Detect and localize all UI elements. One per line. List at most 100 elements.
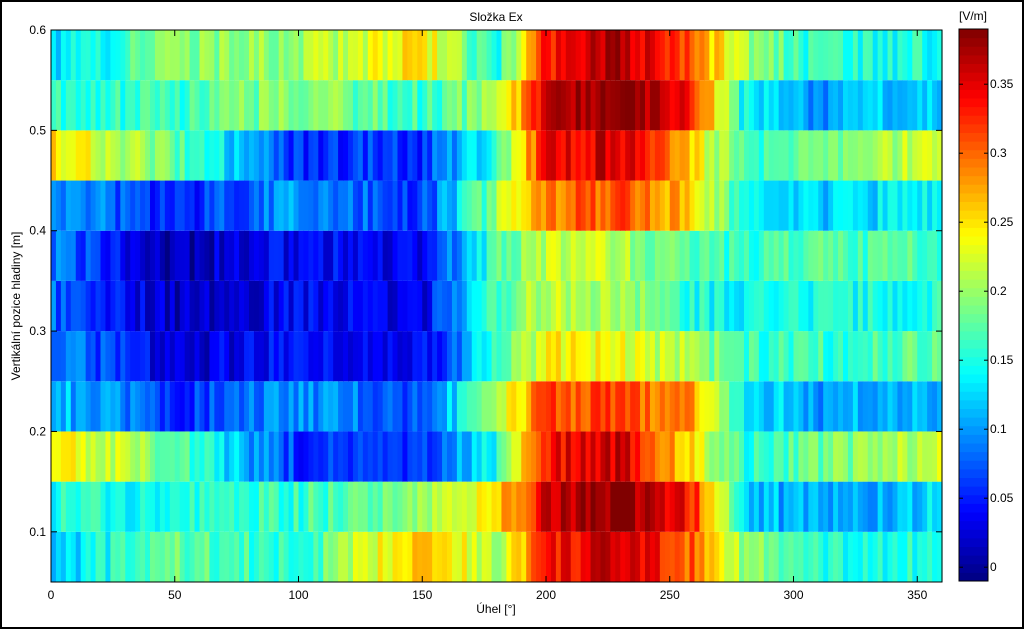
heatmap-cell — [922, 130, 928, 181]
heatmap-cell — [793, 531, 800, 582]
heatmap-cell — [664, 230, 671, 281]
heatmap-cell — [649, 531, 656, 582]
heatmap-cell — [476, 431, 483, 482]
heatmap-cell — [491, 531, 498, 582]
heatmap-cell — [407, 280, 413, 332]
heatmap-cell — [249, 80, 255, 131]
heatmap-cell — [699, 431, 705, 482]
heatmap-cell — [932, 80, 938, 131]
heatmap-cell — [610, 280, 616, 332]
heatmap-cell — [823, 180, 829, 231]
heatmap-cell — [818, 130, 824, 181]
heatmap-cell — [85, 381, 92, 432]
heatmap-cell — [417, 531, 423, 582]
heatmap-cell — [382, 230, 389, 281]
heatmap-cell — [783, 531, 790, 582]
heatmap-cell — [892, 130, 899, 181]
heatmap-cell — [288, 180, 295, 231]
heatmap-cell — [293, 80, 300, 131]
heatmap-cell — [145, 280, 151, 332]
heatmap-cell — [338, 80, 344, 131]
heatmap-cell — [699, 531, 705, 582]
heatmap-cell — [55, 80, 62, 131]
heatmap-cell — [95, 30, 102, 81]
heatmap-cell — [154, 431, 161, 482]
heatmap-cell — [753, 80, 760, 131]
heatmap-cell — [536, 531, 542, 582]
heatmap-cell — [649, 331, 656, 382]
heatmap-cell — [704, 180, 710, 231]
heatmap-cell — [343, 431, 349, 482]
heatmap-cell — [630, 331, 636, 382]
heatmap-cell — [95, 481, 102, 532]
heatmap-cell — [813, 280, 819, 332]
heatmap-cell — [402, 381, 408, 432]
heatmap-cell — [565, 130, 572, 181]
heatmap-cell — [387, 481, 394, 532]
heatmap-cell — [709, 280, 715, 332]
heatmap-cell — [724, 431, 730, 482]
heatmap-cell — [437, 481, 443, 532]
heatmap-cell — [793, 130, 800, 181]
heatmap-cell — [813, 431, 819, 482]
heatmap-cell — [570, 230, 577, 281]
heatmap-cell — [352, 180, 359, 231]
heatmap-cell — [471, 30, 478, 81]
heatmap-cell — [105, 531, 111, 582]
heatmap-cell — [674, 130, 681, 181]
heatmap-cell — [669, 280, 676, 332]
heatmap-cell — [669, 381, 676, 432]
heatmap-cell — [803, 280, 809, 332]
heatmap-cell — [412, 381, 418, 432]
heatmap-cell — [843, 381, 849, 432]
colorbar-segment — [959, 115, 988, 125]
heatmap-cell — [828, 531, 834, 582]
heatmap-cell — [753, 180, 760, 231]
heatmap-cell — [179, 381, 186, 432]
colorbar-segment — [959, 417, 988, 427]
heatmap-cell — [773, 331, 780, 382]
heatmap-cell — [249, 180, 255, 231]
heatmap-cell — [852, 381, 859, 432]
colorbar-segment — [959, 391, 988, 401]
heatmap-cell — [521, 30, 527, 81]
heatmap-cell — [169, 331, 176, 382]
heatmap-cell — [823, 431, 829, 482]
heatmap-cell — [95, 280, 102, 332]
heatmap-cell — [922, 431, 928, 482]
heatmap-cell — [704, 531, 710, 582]
heatmap-cell — [367, 431, 374, 482]
heatmap-cell — [729, 80, 735, 131]
heatmap-cell — [912, 180, 918, 231]
heatmap-cell — [456, 80, 463, 131]
heatmap-cell — [907, 180, 913, 231]
heatmap-cell — [620, 431, 626, 482]
heatmap-cell — [417, 30, 423, 81]
heatmap-cell — [194, 431, 201, 482]
heatmap-cell — [199, 481, 206, 532]
heatmap-cell — [654, 280, 661, 332]
heatmap-cell — [105, 431, 111, 482]
heatmap-cell — [333, 30, 339, 81]
heatmap-cell — [85, 331, 92, 382]
colorbar-segment — [959, 210, 988, 220]
heatmap-cell — [808, 130, 814, 181]
heatmap-cell — [253, 180, 260, 231]
heatmap-cell — [803, 431, 809, 482]
heatmap-cell — [536, 331, 542, 382]
heatmap-cell — [328, 30, 334, 81]
heatmap-cell — [140, 280, 146, 332]
heatmap-cell — [120, 180, 126, 231]
heatmap-cell — [659, 130, 666, 181]
heatmap-cell — [432, 431, 438, 482]
heatmap-cell — [605, 331, 611, 382]
heatmap-cell — [526, 481, 532, 532]
heatmap-cell — [60, 280, 67, 332]
heatmap-cell — [565, 531, 572, 582]
heatmap-cell — [516, 30, 522, 81]
heatmap-cell — [828, 30, 834, 81]
heatmap-cell — [615, 381, 621, 432]
heatmap-cell — [253, 80, 260, 131]
heatmap-cell — [95, 80, 102, 131]
heatmap-cell — [917, 280, 923, 332]
